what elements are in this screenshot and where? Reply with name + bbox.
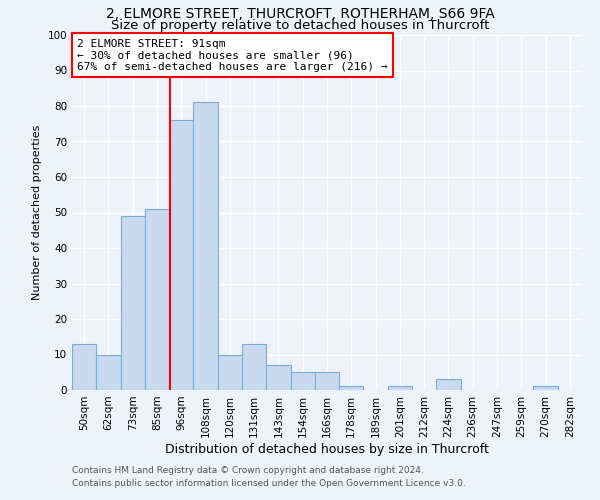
Text: 2 ELMORE STREET: 91sqm
← 30% of detached houses are smaller (96)
67% of semi-det: 2 ELMORE STREET: 91sqm ← 30% of detached… [77, 38, 388, 72]
Bar [72, 344, 96, 390]
Bar [242, 344, 266, 390]
Text: Size of property relative to detached houses in Thurcroft: Size of property relative to detached ho… [111, 19, 489, 32]
Bar [145, 209, 169, 390]
Y-axis label: Number of detached properties: Number of detached properties [32, 125, 42, 300]
Bar [121, 216, 145, 390]
X-axis label: Distribution of detached houses by size in Thurcroft: Distribution of detached houses by size … [165, 442, 489, 456]
Bar [436, 380, 461, 390]
Bar [193, 102, 218, 390]
Text: Contains HM Land Registry data © Crown copyright and database right 2024.
Contai: Contains HM Land Registry data © Crown c… [72, 466, 466, 487]
Bar [96, 354, 121, 390]
Bar [339, 386, 364, 390]
Text: 2, ELMORE STREET, THURCROFT, ROTHERHAM, S66 9FA: 2, ELMORE STREET, THURCROFT, ROTHERHAM, … [106, 8, 494, 22]
Bar [290, 372, 315, 390]
Bar [315, 372, 339, 390]
Bar [533, 386, 558, 390]
Bar [218, 354, 242, 390]
Bar [388, 386, 412, 390]
Bar [266, 365, 290, 390]
Bar [169, 120, 193, 390]
